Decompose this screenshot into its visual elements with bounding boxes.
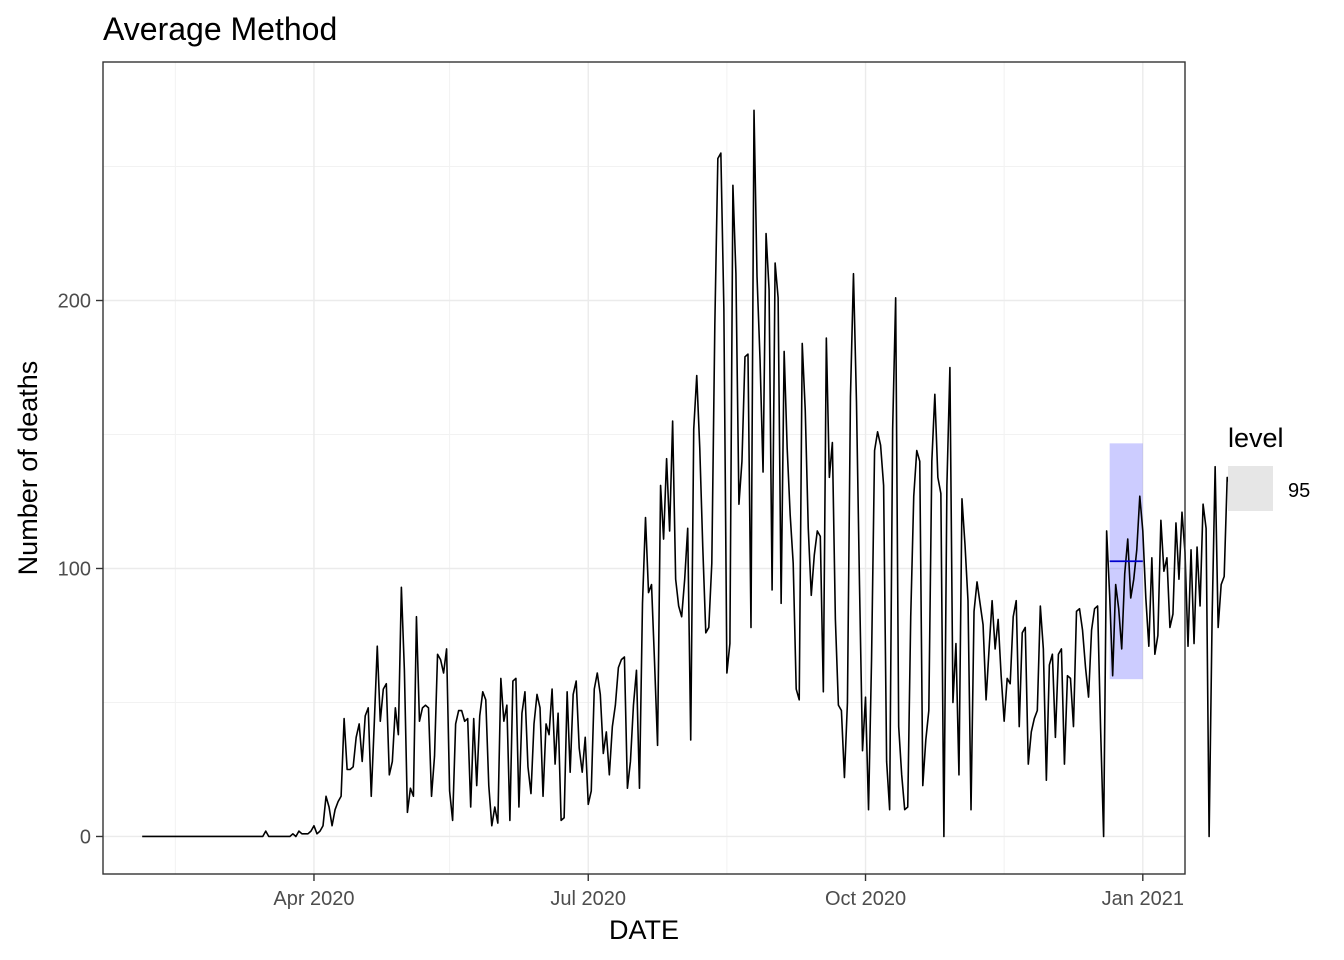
legend-key-95 — [1228, 466, 1273, 511]
x-tick-label: Oct 2020 — [825, 888, 906, 910]
plot-background — [103, 62, 1185, 874]
legend-title: level — [1228, 423, 1284, 453]
x-tick-label: Jan 2021 — [1102, 888, 1184, 910]
x-tick-label: Apr 2020 — [273, 888, 354, 910]
legend-label-95: 95 — [1288, 480, 1310, 502]
y-axis-ticks: 0 100 200 — [58, 291, 103, 848]
grid-lines — [103, 62, 1185, 874]
x-axis-ticks: Apr 2020 Jul 2020 Oct 2020 Jan 2021 — [273, 874, 1184, 910]
plot-panel-border — [102, 61, 1186, 875]
y-tick-label: 0 — [80, 826, 91, 848]
series-layer — [142, 109, 1231, 838]
legend: level 95 — [1228, 423, 1310, 511]
y-axis-title: Number of deaths — [13, 361, 43, 576]
x-tick-label: Jul 2020 — [550, 888, 626, 910]
chart-title: Average Method — [103, 11, 337, 47]
y-tick-label: 200 — [58, 291, 91, 313]
y-tick-label: 100 — [58, 558, 91, 580]
x-axis-title: DATE — [609, 915, 679, 945]
series-line-observed — [142, 109, 1231, 838]
